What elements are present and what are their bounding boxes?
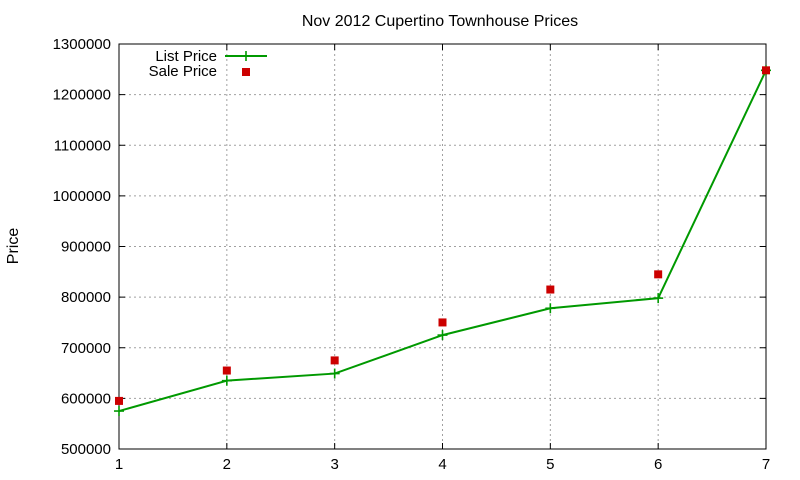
x-tick-label: 6 bbox=[654, 456, 662, 473]
x-tick-label: 1 bbox=[115, 456, 123, 473]
x-tick-label: 3 bbox=[330, 456, 338, 473]
sale-price-point bbox=[115, 396, 123, 405]
legend-marker-sale-price bbox=[242, 68, 250, 76]
x-tick-label: 5 bbox=[546, 456, 554, 473]
y-tick-label: 500000 bbox=[61, 441, 111, 458]
sale-price-point bbox=[438, 318, 447, 327]
list-price-point bbox=[329, 368, 340, 379]
axis-ticks bbox=[118, 43, 767, 450]
y-tick-label: 1100000 bbox=[54, 137, 111, 154]
list-price-point bbox=[221, 375, 232, 386]
legend-label-list-price: List Price bbox=[155, 48, 217, 65]
list-price-point bbox=[437, 330, 448, 341]
grid bbox=[119, 44, 766, 449]
series bbox=[114, 65, 771, 417]
x-tick-label: 7 bbox=[762, 456, 770, 473]
chart-title: Nov 2012 Cupertino Townhouse Prices bbox=[302, 13, 578, 30]
x-tick-label: 4 bbox=[438, 456, 446, 473]
list-price-point bbox=[653, 293, 664, 304]
y-tick-label: 900000 bbox=[61, 239, 111, 256]
list-price-point bbox=[114, 406, 124, 417]
y-axis-label: Price bbox=[5, 228, 22, 265]
sale-price-point bbox=[762, 66, 770, 75]
legend: List Price Sale Price bbox=[149, 48, 267, 80]
y-tick-label: 1000000 bbox=[53, 188, 111, 205]
sale-price-point bbox=[330, 356, 339, 365]
list-price-point bbox=[545, 303, 556, 314]
tick-labels: 500000 600000 700000 800000 900000 1000000 110… bbox=[53, 36, 771, 473]
y-tick-label: 1200000 bbox=[53, 87, 111, 104]
y-tick-label: 600000 bbox=[61, 390, 111, 407]
y-tick-label: 800000 bbox=[61, 289, 111, 306]
sale-price-point bbox=[222, 366, 231, 375]
x-tick-label: 2 bbox=[223, 456, 231, 473]
sale-price-point bbox=[546, 285, 555, 294]
legend-label-sale-price: Sale Price bbox=[149, 63, 217, 80]
y-tick-label: 1300000 bbox=[53, 36, 111, 53]
y-tick-label: 700000 bbox=[61, 340, 111, 357]
sale-price-point bbox=[654, 270, 663, 279]
